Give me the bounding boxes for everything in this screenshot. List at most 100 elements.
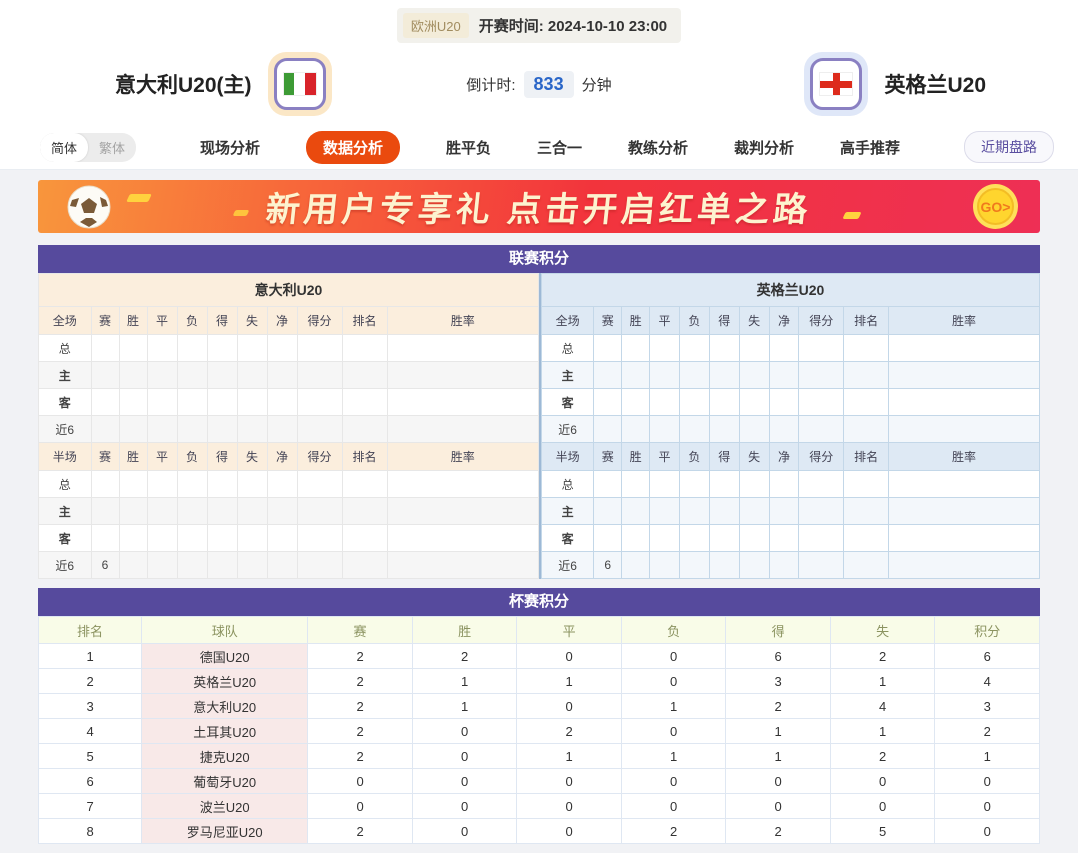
table-cell xyxy=(296,388,343,416)
table-cell: 1 xyxy=(725,743,831,769)
table-cell: 1 xyxy=(725,718,831,744)
table-cell xyxy=(768,497,800,525)
lang-traditional[interactable]: 繁体 xyxy=(99,140,126,156)
tab-裁判分析[interactable]: 裁判分析 xyxy=(734,131,794,164)
table-cell xyxy=(768,361,800,389)
table-cell: 2 xyxy=(934,718,1040,744)
table-cell: 0 xyxy=(934,818,1040,844)
table-cell: 0 xyxy=(307,793,413,819)
table-cell xyxy=(768,415,800,443)
table-cell: 1 xyxy=(620,693,727,719)
column-header-cell: 排名 xyxy=(341,306,388,335)
rank-cell: 6 xyxy=(37,768,143,794)
table-cell xyxy=(296,334,343,362)
table-cell xyxy=(341,415,388,443)
table-cell: 1 xyxy=(620,743,727,769)
table-cell: 0 xyxy=(516,643,622,669)
table-cell xyxy=(621,470,651,498)
countdown-unit: 分钟 xyxy=(581,76,612,94)
tab-三合一[interactable]: 三合一 xyxy=(537,131,582,164)
column-header-cell: 胜 xyxy=(118,306,148,335)
table-cell xyxy=(206,388,238,416)
table-cell xyxy=(118,415,148,443)
table-cell: 0 xyxy=(516,693,622,719)
table-cell xyxy=(206,551,238,579)
table-cell xyxy=(236,415,268,443)
main-nav: 简体 繁体 现场分析 数据分析 胜平负 三合一 教练分析 裁判分析 高手推荐 近期盘路 xyxy=(0,125,1078,170)
column-header-cell: 得 xyxy=(206,442,238,471)
language-toggle[interactable]: 简体 繁体 xyxy=(40,132,137,162)
column-header-cell: 球队 xyxy=(141,616,309,644)
table-cell xyxy=(296,470,343,498)
table-cell xyxy=(798,361,845,389)
teams-row: 意大利U20(主) 倒计时: 833 分钟 英格兰U20 xyxy=(0,43,1078,125)
tab-胜平负[interactable]: 胜平负 xyxy=(446,131,491,164)
table-cell xyxy=(118,361,148,389)
column-header-cell: 赛 xyxy=(90,442,120,471)
column-header-cell: 赛 xyxy=(593,306,623,335)
table-cell xyxy=(738,524,770,552)
lang-simplified[interactable]: 简体 xyxy=(40,132,89,162)
recent-odds-button[interactable]: 近期盘路 xyxy=(964,131,1054,163)
table-cell xyxy=(621,361,651,389)
table-cell: 0 xyxy=(620,718,727,744)
column-header-cell: 失 xyxy=(738,442,770,471)
team-name-cell: 葡萄牙U20 xyxy=(141,768,309,794)
row-label-cell: 近6 xyxy=(540,415,595,443)
column-header-cell: 平 xyxy=(649,306,680,335)
table-cell xyxy=(843,361,890,389)
home-team-block: 意大利U20(主) xyxy=(0,52,466,116)
table-cell xyxy=(266,388,298,416)
table-cell xyxy=(296,524,343,552)
tab-数据分析[interactable]: 数据分析 xyxy=(305,130,400,164)
table-cell xyxy=(341,334,388,362)
table-cell xyxy=(593,388,623,416)
row-label-cell: 总 xyxy=(38,470,92,498)
column-header-cell: 失 xyxy=(829,616,936,644)
table-cell xyxy=(236,334,268,362)
tab-教练分析[interactable]: 教练分析 xyxy=(628,131,688,164)
table-row: 4 土耳其U20 2 0 2 0 1 1 2 xyxy=(37,718,1040,744)
table-cell xyxy=(176,334,208,362)
table-cell xyxy=(593,415,623,443)
team-header-row: 英格兰U20 xyxy=(541,273,1040,307)
column-header-cell: 净 xyxy=(266,442,298,471)
table-cell xyxy=(266,470,298,498)
tab-现场分析[interactable]: 现场分析 xyxy=(200,131,260,164)
column-header-cell: 排名 xyxy=(341,442,388,471)
promo-banner[interactable]: 新用户专享礼 点击开启红单之路 GO> xyxy=(38,180,1040,233)
row-label-cell: 客 xyxy=(38,524,92,552)
table-row: 总 xyxy=(540,334,1040,362)
column-header-row: 全场赛胜平负得失净得分 排名 胜率 xyxy=(38,306,539,335)
table-row: 主 xyxy=(540,497,1040,525)
column-header-row: 全场赛胜平负得失净得分 排名 胜率 xyxy=(540,306,1040,335)
table-cell xyxy=(798,551,845,579)
promo-banner-text: 新用户专享礼 点击开启红单之路 xyxy=(263,191,814,229)
row-label-cell: 主 xyxy=(38,497,92,525)
table-cell: 6 xyxy=(934,643,1040,669)
table-cell xyxy=(266,551,298,579)
table-cell xyxy=(708,334,740,362)
table-cell: 4 xyxy=(829,693,936,719)
table-cell xyxy=(738,415,770,443)
table-cell: 0 xyxy=(620,793,727,819)
table-cell xyxy=(266,334,298,362)
table-cell xyxy=(118,551,148,579)
column-header-cell: 平 xyxy=(146,442,178,471)
table-row: 2 英格兰U20 2 1 1 0 3 1 4 xyxy=(37,668,1040,694)
column-header-cell: 赛 xyxy=(307,616,413,644)
table-cell xyxy=(678,415,710,443)
table-cell xyxy=(678,388,710,416)
table-cell: 2 xyxy=(725,693,831,719)
table-cell xyxy=(386,388,539,416)
table-cell: 2 xyxy=(411,643,518,669)
table-cell xyxy=(678,497,710,525)
table-cell xyxy=(621,334,651,362)
table-cell xyxy=(176,470,208,498)
tab-高手推荐[interactable]: 高手推荐 xyxy=(840,131,900,164)
table-cell xyxy=(621,388,651,416)
table-row: 主 xyxy=(540,361,1040,389)
table-cell: 1 xyxy=(411,693,518,719)
table-cell xyxy=(649,497,680,525)
go-button[interactable]: GO> xyxy=(973,184,1018,229)
